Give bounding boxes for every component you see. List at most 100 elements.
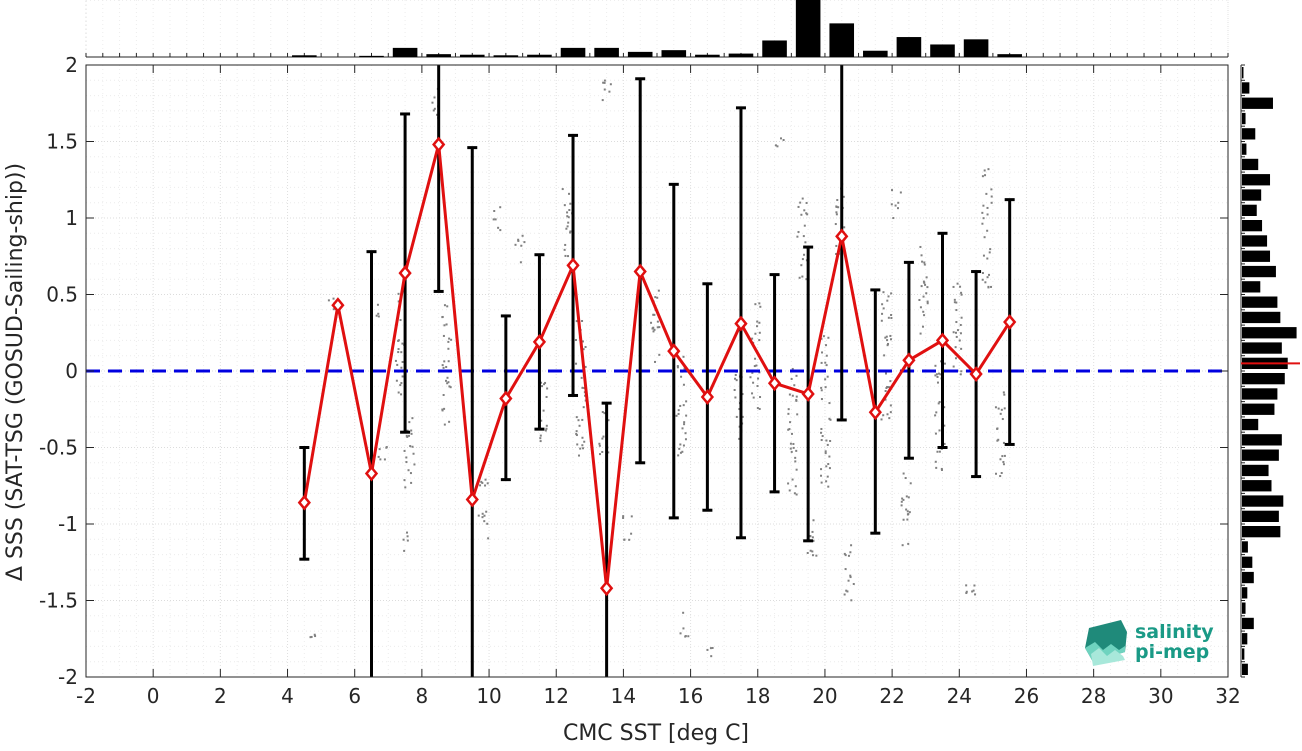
y-tick-label: 0.5 — [46, 283, 78, 307]
scatter-point — [581, 418, 584, 421]
scatter-point — [406, 535, 409, 538]
scatter-point — [448, 420, 451, 423]
scatter-point — [603, 412, 606, 415]
scatter-point — [656, 320, 659, 323]
scatter-point — [565, 227, 568, 230]
scatter-point — [892, 217, 895, 220]
scatter-point — [493, 210, 496, 213]
scatter-point — [812, 539, 815, 542]
scatter-point — [682, 355, 685, 358]
scatter-point — [792, 442, 795, 445]
scatter-point — [935, 466, 938, 469]
right-hist-bar — [1242, 189, 1262, 201]
scatter-point — [811, 530, 814, 533]
scatter-point — [411, 445, 414, 448]
scatter-point — [706, 648, 709, 651]
scatter-point — [803, 253, 806, 256]
scatter-point — [377, 315, 380, 318]
logo-text-salinity: salinity — [1135, 621, 1214, 643]
right-hist-bar — [1242, 311, 1281, 324]
scatter-point — [682, 404, 685, 407]
x-tick-label: 24 — [947, 684, 972, 708]
scatter-point — [447, 340, 450, 343]
top-hist-bar — [695, 54, 720, 57]
right-hist-bar — [1242, 143, 1247, 155]
scatter-point — [403, 479, 406, 482]
scatter-point — [820, 427, 823, 430]
right-hist-bar — [1242, 265, 1276, 278]
scatter-point — [377, 312, 380, 315]
scatter-point — [902, 498, 905, 501]
x-tick-label: 16 — [678, 684, 703, 708]
data-point-marker — [935, 332, 950, 349]
scatter-point — [399, 319, 402, 322]
scatter-point — [630, 532, 633, 535]
scatter-point — [656, 326, 659, 329]
scatter-point — [413, 463, 416, 466]
y-tick-label: -0.5 — [39, 436, 78, 460]
x-tick-labels: -2 0 2 4 6 8 10 12 14 16 18 20 22 24 26 28 30 32 — [76, 684, 1241, 708]
scatter-point — [827, 462, 830, 465]
scatter-point — [850, 544, 853, 547]
scatter-point — [887, 316, 890, 319]
scatter-point — [622, 515, 625, 518]
scatter-point — [982, 204, 985, 207]
scatter-point — [601, 99, 604, 102]
scatter-point — [800, 213, 803, 216]
x-tick-label: 8 — [416, 684, 429, 708]
data-point-marker — [432, 136, 446, 153]
scatter-point — [578, 424, 581, 427]
scatter-point — [795, 493, 798, 496]
scatter-point — [826, 443, 829, 446]
scatter-point — [849, 551, 852, 554]
right-hist-bar — [1242, 128, 1256, 140]
scatter-point — [481, 516, 484, 519]
scatter-point — [754, 303, 757, 306]
x-tick-label: 26 — [1014, 684, 1039, 708]
data-point-marker — [868, 404, 882, 421]
scatter-point — [820, 439, 823, 442]
data-point-marker — [398, 265, 412, 282]
scatter-point — [738, 408, 741, 411]
scatter-point — [901, 497, 904, 500]
scatter-point — [581, 436, 584, 439]
scatter-point — [938, 429, 941, 432]
scatter-point — [886, 299, 889, 302]
scatter-point — [789, 421, 792, 424]
scatter-point — [676, 365, 679, 368]
scatter-point — [681, 427, 684, 430]
scatter-point — [990, 188, 993, 191]
scatter-point — [751, 392, 754, 395]
scatter-point — [952, 285, 955, 288]
scatter-point — [899, 191, 902, 194]
scatter-point — [901, 544, 904, 547]
scatter-point — [906, 513, 909, 516]
top-hist-bar — [493, 55, 519, 57]
y-tick-label: 0 — [65, 359, 78, 383]
scatter-point — [890, 317, 893, 320]
scatter-point — [787, 412, 790, 415]
scatter-point — [805, 201, 808, 204]
top-hist-bar — [829, 23, 855, 57]
scatter-point — [441, 409, 444, 412]
scatter-point — [752, 396, 755, 399]
scatter-point — [1002, 460, 1005, 463]
scatter-point — [484, 484, 487, 487]
scatter-point — [442, 334, 445, 337]
scatter-point — [845, 589, 848, 592]
mean-line — [297, 136, 1017, 597]
scatter-point — [827, 485, 830, 488]
right-hist-bar — [1242, 434, 1282, 446]
right-hist-bar — [1242, 67, 1244, 79]
scatter-point — [751, 371, 754, 374]
scatter-point — [788, 393, 791, 396]
right-hist-bar — [1242, 82, 1250, 94]
scatter-point — [433, 96, 436, 99]
scatter-point — [907, 542, 910, 545]
right-hist-bar — [1242, 587, 1248, 599]
scatter-point — [776, 145, 779, 148]
scatter-point — [397, 300, 400, 303]
scatter-point — [309, 636, 312, 639]
scatter-point — [332, 308, 335, 311]
scatter-point — [310, 635, 313, 638]
